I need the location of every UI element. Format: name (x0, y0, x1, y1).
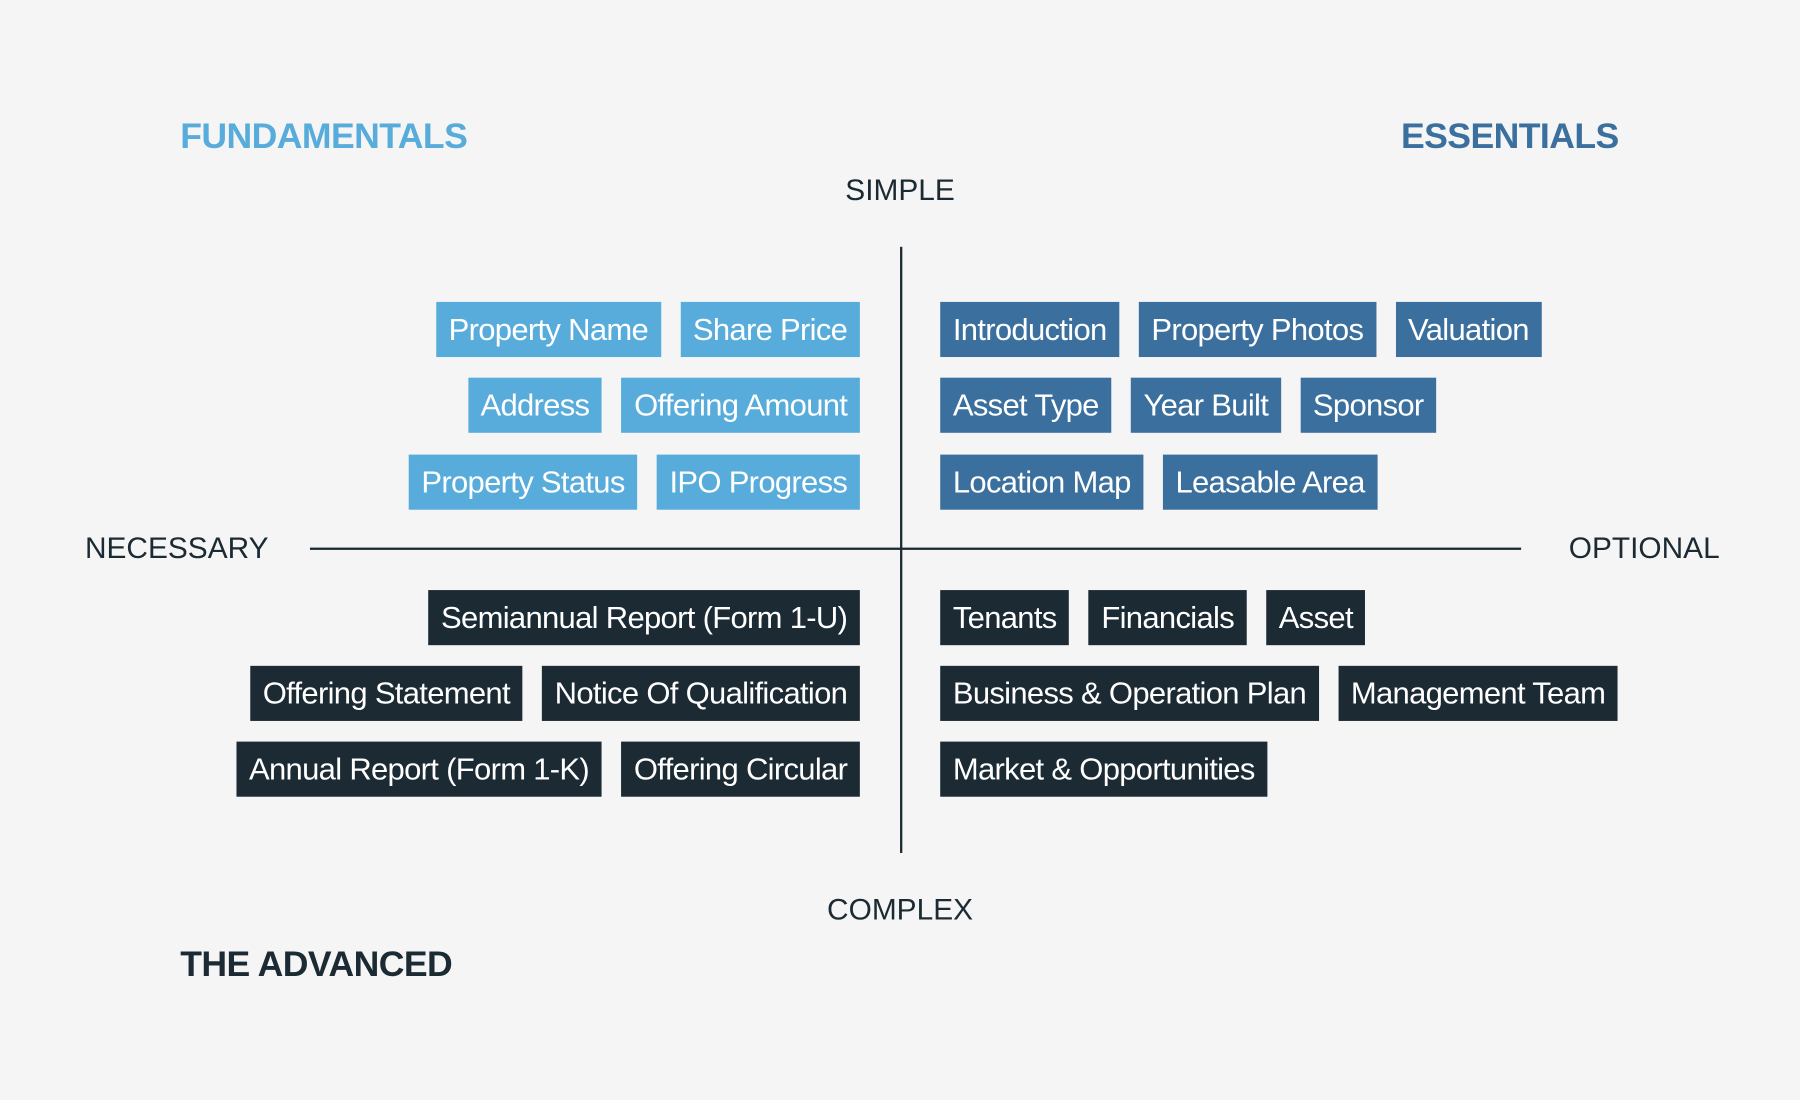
horizontal-axis-line (309, 547, 1522, 550)
tag-essentials: Year Built (1130, 377, 1281, 433)
advanced-row: Semiannual Report (Form 1-U) (428, 590, 860, 646)
tag-essentials: Introduction (940, 301, 1120, 358)
tag-optional_complex: Asset (1266, 590, 1366, 646)
tag-fundamentals: Property Name (435, 301, 661, 358)
essentials-row: Introduction Property Photos Valuation (940, 301, 1542, 358)
axis-label-complex: COMPLEX (827, 891, 974, 927)
tag-advanced: Notice Of Qualification (542, 665, 860, 721)
tag-essentials: Asset Type (940, 377, 1112, 433)
tag-fundamentals: Share Price (680, 301, 860, 358)
essentials-row: Asset Type Year Built Sponsor (940, 377, 1437, 433)
advanced-row: Offering Statement Notice Of Qualificatio… (250, 665, 860, 721)
fundamentals-row: Address Offering Amount (467, 377, 860, 433)
axis-label-simple: SIMPLE (845, 172, 955, 207)
essentials-row: Location Map Leasable Area (940, 454, 1378, 510)
advanced-heading: THE ADVANCED (180, 943, 453, 984)
optional_complex-row: Business & Operation Plan Management Team (940, 665, 1618, 721)
tag-optional_complex: Tenants (940, 590, 1070, 646)
tag-essentials: Sponsor (1300, 377, 1437, 433)
tag-fundamentals: Property Status (408, 454, 638, 510)
tag-advanced: Offering Circular (621, 741, 860, 797)
tag-fundamentals: Address (467, 377, 602, 433)
tag-advanced: Offering Statement (250, 665, 523, 721)
optional_complex-row: Market & Opportunities (940, 741, 1268, 797)
fundamentals-row: Property Status IPO Progress (408, 454, 860, 510)
tag-optional_complex: Financials (1088, 590, 1247, 646)
tag-essentials: Valuation (1395, 301, 1542, 358)
axis-label-necessary: NECESSARY (84, 530, 269, 565)
tag-optional_complex: Business & Operation Plan (940, 665, 1319, 721)
tag-advanced: Annual Report (Form 1-K) (236, 741, 602, 797)
essentials-heading: ESSENTIALS (1400, 115, 1619, 157)
tag-essentials: Location Map (940, 454, 1144, 510)
fundamentals-row: Property Name Share Price (435, 301, 860, 358)
tag-optional_complex: Management Team (1338, 665, 1618, 721)
tag-essentials: Leasable Area (1162, 454, 1378, 510)
fundamentals-heading: FUNDAMENTALS (180, 115, 468, 157)
tag-optional_complex: Market & Opportunities (940, 741, 1268, 797)
axis-label-optional: OPTIONAL (1568, 530, 1720, 565)
tag-fundamentals: IPO Progress (656, 454, 860, 510)
optional_complex-row: Tenants Financials Asset (940, 590, 1366, 646)
tag-fundamentals: Offering Amount (621, 377, 860, 433)
tag-advanced: Semiannual Report (Form 1-U) (428, 590, 860, 646)
tag-essentials: Property Photos (1138, 301, 1376, 358)
advanced-row: Annual Report (Form 1-K) Offering Circula… (236, 741, 860, 797)
